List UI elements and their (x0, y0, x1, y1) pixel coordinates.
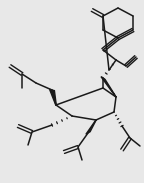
Polygon shape (101, 77, 116, 97)
Polygon shape (50, 89, 56, 105)
Polygon shape (86, 120, 96, 134)
